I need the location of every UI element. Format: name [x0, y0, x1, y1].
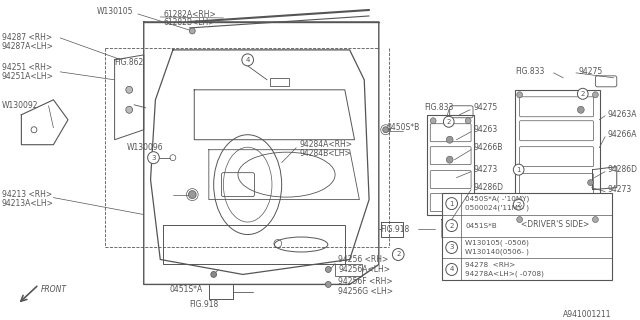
Text: 2: 2 — [396, 252, 401, 258]
Circle shape — [188, 191, 196, 199]
Text: 61282B<LH>: 61282B<LH> — [163, 19, 214, 28]
Text: W130105( -0506): W130105( -0506) — [465, 240, 529, 246]
Text: 0500024('11MY- ): 0500024('11MY- ) — [465, 205, 529, 211]
Text: 94263: 94263 — [473, 125, 497, 134]
Circle shape — [392, 249, 404, 260]
FancyBboxPatch shape — [442, 193, 612, 280]
Text: 0451S*A: 0451S*A — [170, 285, 204, 294]
Circle shape — [325, 281, 332, 287]
Text: FIG.833: FIG.833 — [515, 67, 544, 76]
Text: 2: 2 — [447, 119, 451, 125]
Text: 94287 <RH>: 94287 <RH> — [2, 33, 52, 43]
Text: 0450S*B: 0450S*B — [387, 123, 420, 132]
Text: W130096: W130096 — [126, 143, 163, 152]
Text: 94266B: 94266B — [473, 143, 502, 152]
Text: 2: 2 — [516, 202, 521, 208]
Text: 94284A<RH>: 94284A<RH> — [299, 140, 352, 149]
Circle shape — [593, 92, 598, 98]
Text: 1: 1 — [516, 167, 521, 173]
Text: 94286D: 94286D — [607, 165, 637, 174]
Circle shape — [126, 86, 132, 93]
Text: 2: 2 — [580, 91, 585, 97]
Text: 61282A<RH>: 61282A<RH> — [163, 11, 216, 20]
Text: 94287A<LH>: 94287A<LH> — [2, 43, 54, 52]
Circle shape — [446, 263, 458, 276]
Circle shape — [126, 106, 132, 113]
Text: 94284B<LH>: 94284B<LH> — [299, 149, 351, 158]
Text: 94286D: 94286D — [473, 183, 503, 192]
Text: 94256A<LH>: 94256A<LH> — [338, 265, 390, 274]
Circle shape — [465, 118, 471, 124]
Circle shape — [446, 197, 458, 210]
Text: 94278A<LH>( -0708): 94278A<LH>( -0708) — [465, 271, 544, 277]
Text: 94273: 94273 — [473, 165, 497, 174]
Text: 94278  <RH>: 94278 <RH> — [465, 262, 516, 268]
Circle shape — [446, 136, 453, 143]
Text: 94251 <RH>: 94251 <RH> — [2, 63, 52, 72]
Text: W130092: W130092 — [2, 101, 38, 110]
Circle shape — [588, 180, 593, 186]
Circle shape — [211, 271, 216, 277]
Circle shape — [446, 220, 458, 232]
Circle shape — [325, 267, 332, 272]
Text: 4: 4 — [449, 267, 454, 272]
Text: 94213 <RH>: 94213 <RH> — [2, 190, 52, 199]
Circle shape — [577, 88, 588, 99]
Text: 3: 3 — [151, 155, 156, 161]
Circle shape — [148, 152, 159, 164]
Text: FIG.833: FIG.833 — [424, 103, 454, 112]
Circle shape — [513, 199, 524, 210]
Text: 94256 <RH>: 94256 <RH> — [338, 255, 388, 264]
Text: 1: 1 — [449, 201, 454, 207]
Text: 94273: 94273 — [607, 185, 631, 194]
Text: 94275: 94275 — [473, 103, 497, 112]
Text: 0451S*B: 0451S*B — [465, 222, 497, 228]
Text: 3: 3 — [449, 244, 454, 251]
Text: A941001211: A941001211 — [563, 310, 612, 319]
Circle shape — [513, 164, 524, 175]
Circle shape — [242, 54, 253, 66]
Circle shape — [593, 217, 598, 222]
Circle shape — [383, 127, 388, 133]
Text: <DRIVER'S SIDE>: <DRIVER'S SIDE> — [520, 220, 589, 229]
Circle shape — [446, 156, 453, 163]
Text: W130105: W130105 — [97, 7, 134, 16]
Text: 2: 2 — [449, 222, 454, 228]
Text: FIG.862: FIG.862 — [115, 58, 144, 68]
Circle shape — [446, 242, 458, 253]
FancyBboxPatch shape — [442, 237, 611, 258]
Text: 94266A: 94266A — [607, 130, 637, 139]
Text: 4: 4 — [246, 57, 250, 63]
Circle shape — [516, 217, 522, 222]
Text: 94263A: 94263A — [607, 110, 637, 119]
Text: 94213A<LH>: 94213A<LH> — [2, 199, 54, 208]
Text: FRONT: FRONT — [41, 285, 67, 294]
Circle shape — [577, 106, 584, 113]
Text: FIG.918: FIG.918 — [189, 300, 219, 309]
Circle shape — [444, 116, 454, 127]
Text: 94256F <RH>: 94256F <RH> — [338, 277, 392, 286]
Text: W130140(0506- ): W130140(0506- ) — [465, 249, 529, 255]
Circle shape — [189, 28, 195, 34]
Text: 94275: 94275 — [579, 67, 603, 76]
Circle shape — [430, 118, 436, 124]
Text: 94256G <LH>: 94256G <LH> — [338, 287, 393, 296]
FancyBboxPatch shape — [442, 193, 611, 214]
Circle shape — [516, 92, 522, 98]
Text: FIG.918: FIG.918 — [381, 225, 410, 234]
Text: 94251A<LH>: 94251A<LH> — [2, 72, 54, 81]
Text: 0450S*A( -'10MY): 0450S*A( -'10MY) — [465, 196, 529, 203]
